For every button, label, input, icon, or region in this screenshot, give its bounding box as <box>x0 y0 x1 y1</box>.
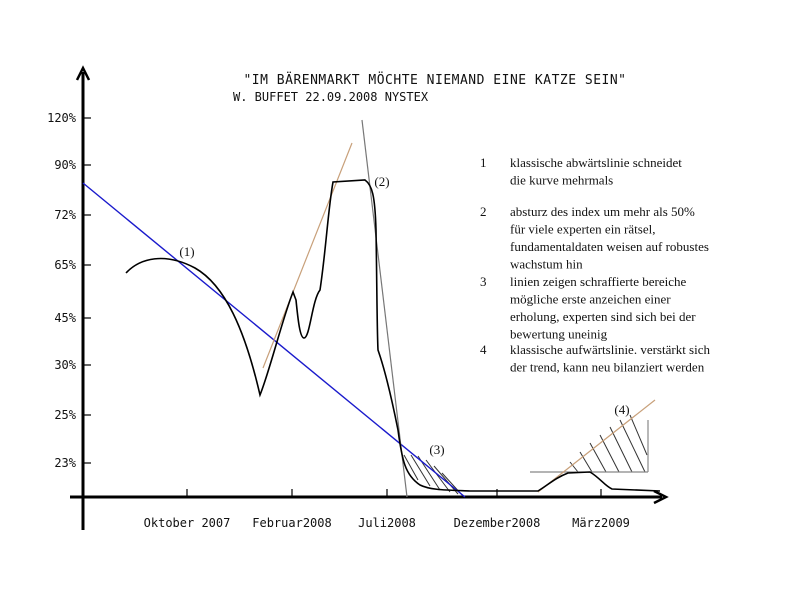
x-tick-label: Oktober 2007 <box>144 516 231 530</box>
steep-line <box>361 119 408 498</box>
note-line: wachstum hin <box>510 257 583 272</box>
title: "IM BÄRENMARKT MÖCHTE NIEMAND EINE KATZE… <box>243 71 626 88</box>
note-line: absturz des index um mehr als 50% <box>510 204 695 219</box>
marker: (1) <box>179 244 194 259</box>
uptrend-line <box>537 399 656 493</box>
x-tick-label: Februar2008 <box>252 516 331 530</box>
note-line: die kurve mehrmals <box>510 173 613 188</box>
note-number: 3 <box>480 274 487 289</box>
y-arrow <box>75 65 91 81</box>
note-line: bewertung uneinig <box>510 327 608 342</box>
index-curve <box>125 179 661 492</box>
note-line: der trend, kann neu bilanziert werden <box>510 360 705 375</box>
x-tick-label: Juli2008 <box>358 516 416 530</box>
note-number: 2 <box>480 204 487 219</box>
x-tick-label: Dezember2008 <box>454 516 541 530</box>
note-line: klassische aufwärtslinie. verstärkt sich <box>510 342 710 357</box>
note-line: klassische abwärtslinie schneidet <box>510 155 682 170</box>
marker: (4) <box>614 402 629 417</box>
note-number: 4 <box>480 342 487 357</box>
x-tick-label: März2009 <box>572 516 630 530</box>
marker: (3) <box>429 442 444 457</box>
note-line: linien zeigen schraffierte bereiche <box>510 274 686 289</box>
note-line: für viele experten ein rätsel, <box>510 222 655 237</box>
marker: (2) <box>374 174 389 189</box>
note-number: 1 <box>480 155 487 170</box>
y-tick-label: 65% <box>54 258 76 272</box>
note-line: erholung, experten sind sich bei der <box>510 309 696 324</box>
y-tick-label: 72% <box>54 208 76 222</box>
y-tick-label: 90% <box>54 158 76 172</box>
x-arrow <box>653 489 669 505</box>
y-tick-label: 45% <box>54 311 76 325</box>
note-line: fundamentaldaten weisen auf robustes <box>510 239 709 254</box>
y-tick-label: 30% <box>54 358 76 372</box>
y-tick-label: 120% <box>47 111 77 125</box>
note-line: mögliche erste anzeichen einer <box>510 292 671 307</box>
y-tick-label: 25% <box>54 408 76 422</box>
subtitle: W. BUFFET 22.09.2008 NYSTEX <box>233 90 429 104</box>
y-tick-label: 23% <box>54 456 76 470</box>
uptrend-line <box>262 142 353 369</box>
